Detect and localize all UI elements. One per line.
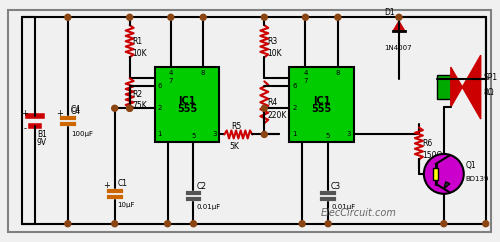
Text: 10K: 10K <box>132 49 148 58</box>
Text: 0.01μF: 0.01μF <box>331 204 355 210</box>
Circle shape <box>441 221 447 227</box>
Circle shape <box>262 14 268 20</box>
Circle shape <box>262 105 268 111</box>
Circle shape <box>126 105 132 111</box>
Text: 0.01μF: 0.01μF <box>196 204 220 210</box>
Text: -: - <box>24 124 26 134</box>
Circle shape <box>299 221 305 227</box>
Text: R1: R1 <box>132 37 143 46</box>
Circle shape <box>396 14 402 20</box>
Text: 3: 3 <box>212 131 216 137</box>
Text: 8Ω: 8Ω <box>484 88 494 97</box>
Bar <box>433 168 438 180</box>
Circle shape <box>482 221 488 227</box>
Text: +: + <box>104 181 110 190</box>
Circle shape <box>65 221 71 227</box>
Text: 6: 6 <box>292 83 296 89</box>
Text: C3: C3 <box>331 182 341 191</box>
Bar <box>437 75 451 99</box>
Circle shape <box>424 154 464 194</box>
Text: IC1: IC1 <box>313 96 330 106</box>
Text: SP1: SP1 <box>484 73 498 82</box>
Text: 9V: 9V <box>37 138 47 147</box>
Text: 3: 3 <box>346 131 351 137</box>
Text: 2: 2 <box>158 105 162 111</box>
Circle shape <box>168 14 174 20</box>
Circle shape <box>65 14 71 20</box>
Text: 5: 5 <box>326 133 330 139</box>
Text: 10K: 10K <box>268 49 282 58</box>
Text: +: + <box>56 108 64 118</box>
Text: 8: 8 <box>201 70 205 76</box>
Circle shape <box>112 105 117 111</box>
Text: ElecCircuit.com: ElecCircuit.com <box>321 208 397 218</box>
Text: Q1: Q1 <box>466 161 476 170</box>
Text: BD139: BD139 <box>466 176 489 182</box>
Text: +: + <box>22 108 29 118</box>
Text: R3: R3 <box>268 37 278 46</box>
Polygon shape <box>444 182 450 189</box>
Circle shape <box>200 14 206 20</box>
Circle shape <box>112 221 117 227</box>
Text: 5: 5 <box>192 133 196 139</box>
Text: C2: C2 <box>196 182 206 191</box>
Text: 1: 1 <box>292 131 296 137</box>
Circle shape <box>325 221 331 227</box>
Text: 10μF: 10μF <box>118 202 135 208</box>
Text: C4: C4 <box>71 106 81 115</box>
Text: C4: C4 <box>71 105 81 114</box>
Text: 2: 2 <box>292 105 296 111</box>
Text: 4: 4 <box>304 70 308 76</box>
Text: 7: 7 <box>303 78 308 84</box>
Text: R2: R2 <box>132 90 143 99</box>
Text: 1: 1 <box>158 131 162 137</box>
Bar <box>289 67 354 142</box>
Text: 150Ω: 150Ω <box>422 151 442 160</box>
Text: 7: 7 <box>168 78 173 84</box>
Text: 8: 8 <box>336 70 340 76</box>
Polygon shape <box>393 21 405 31</box>
Text: D1: D1 <box>384 8 394 17</box>
Text: 5K: 5K <box>230 143 239 151</box>
Text: 6: 6 <box>158 83 162 89</box>
Circle shape <box>302 14 308 20</box>
Text: 555: 555 <box>177 104 197 113</box>
Text: C1: C1 <box>118 179 128 188</box>
Circle shape <box>126 14 132 20</box>
Text: B1: B1 <box>37 130 47 139</box>
Text: 75K: 75K <box>132 101 148 110</box>
Text: 220K: 220K <box>268 111 286 120</box>
Text: IC1: IC1 <box>178 96 196 106</box>
Circle shape <box>126 105 132 111</box>
Text: 4: 4 <box>168 70 173 76</box>
Bar <box>154 67 220 142</box>
Text: 555: 555 <box>312 104 332 113</box>
Text: R5: R5 <box>232 122 241 131</box>
Text: R6: R6 <box>422 139 432 148</box>
Text: R4: R4 <box>268 98 278 107</box>
Circle shape <box>164 221 170 227</box>
Text: 1N4007: 1N4007 <box>384 45 411 51</box>
Text: 100μF: 100μF <box>71 131 93 137</box>
Circle shape <box>190 221 196 227</box>
Polygon shape <box>451 55 480 119</box>
Circle shape <box>335 14 341 20</box>
Circle shape <box>262 131 268 137</box>
